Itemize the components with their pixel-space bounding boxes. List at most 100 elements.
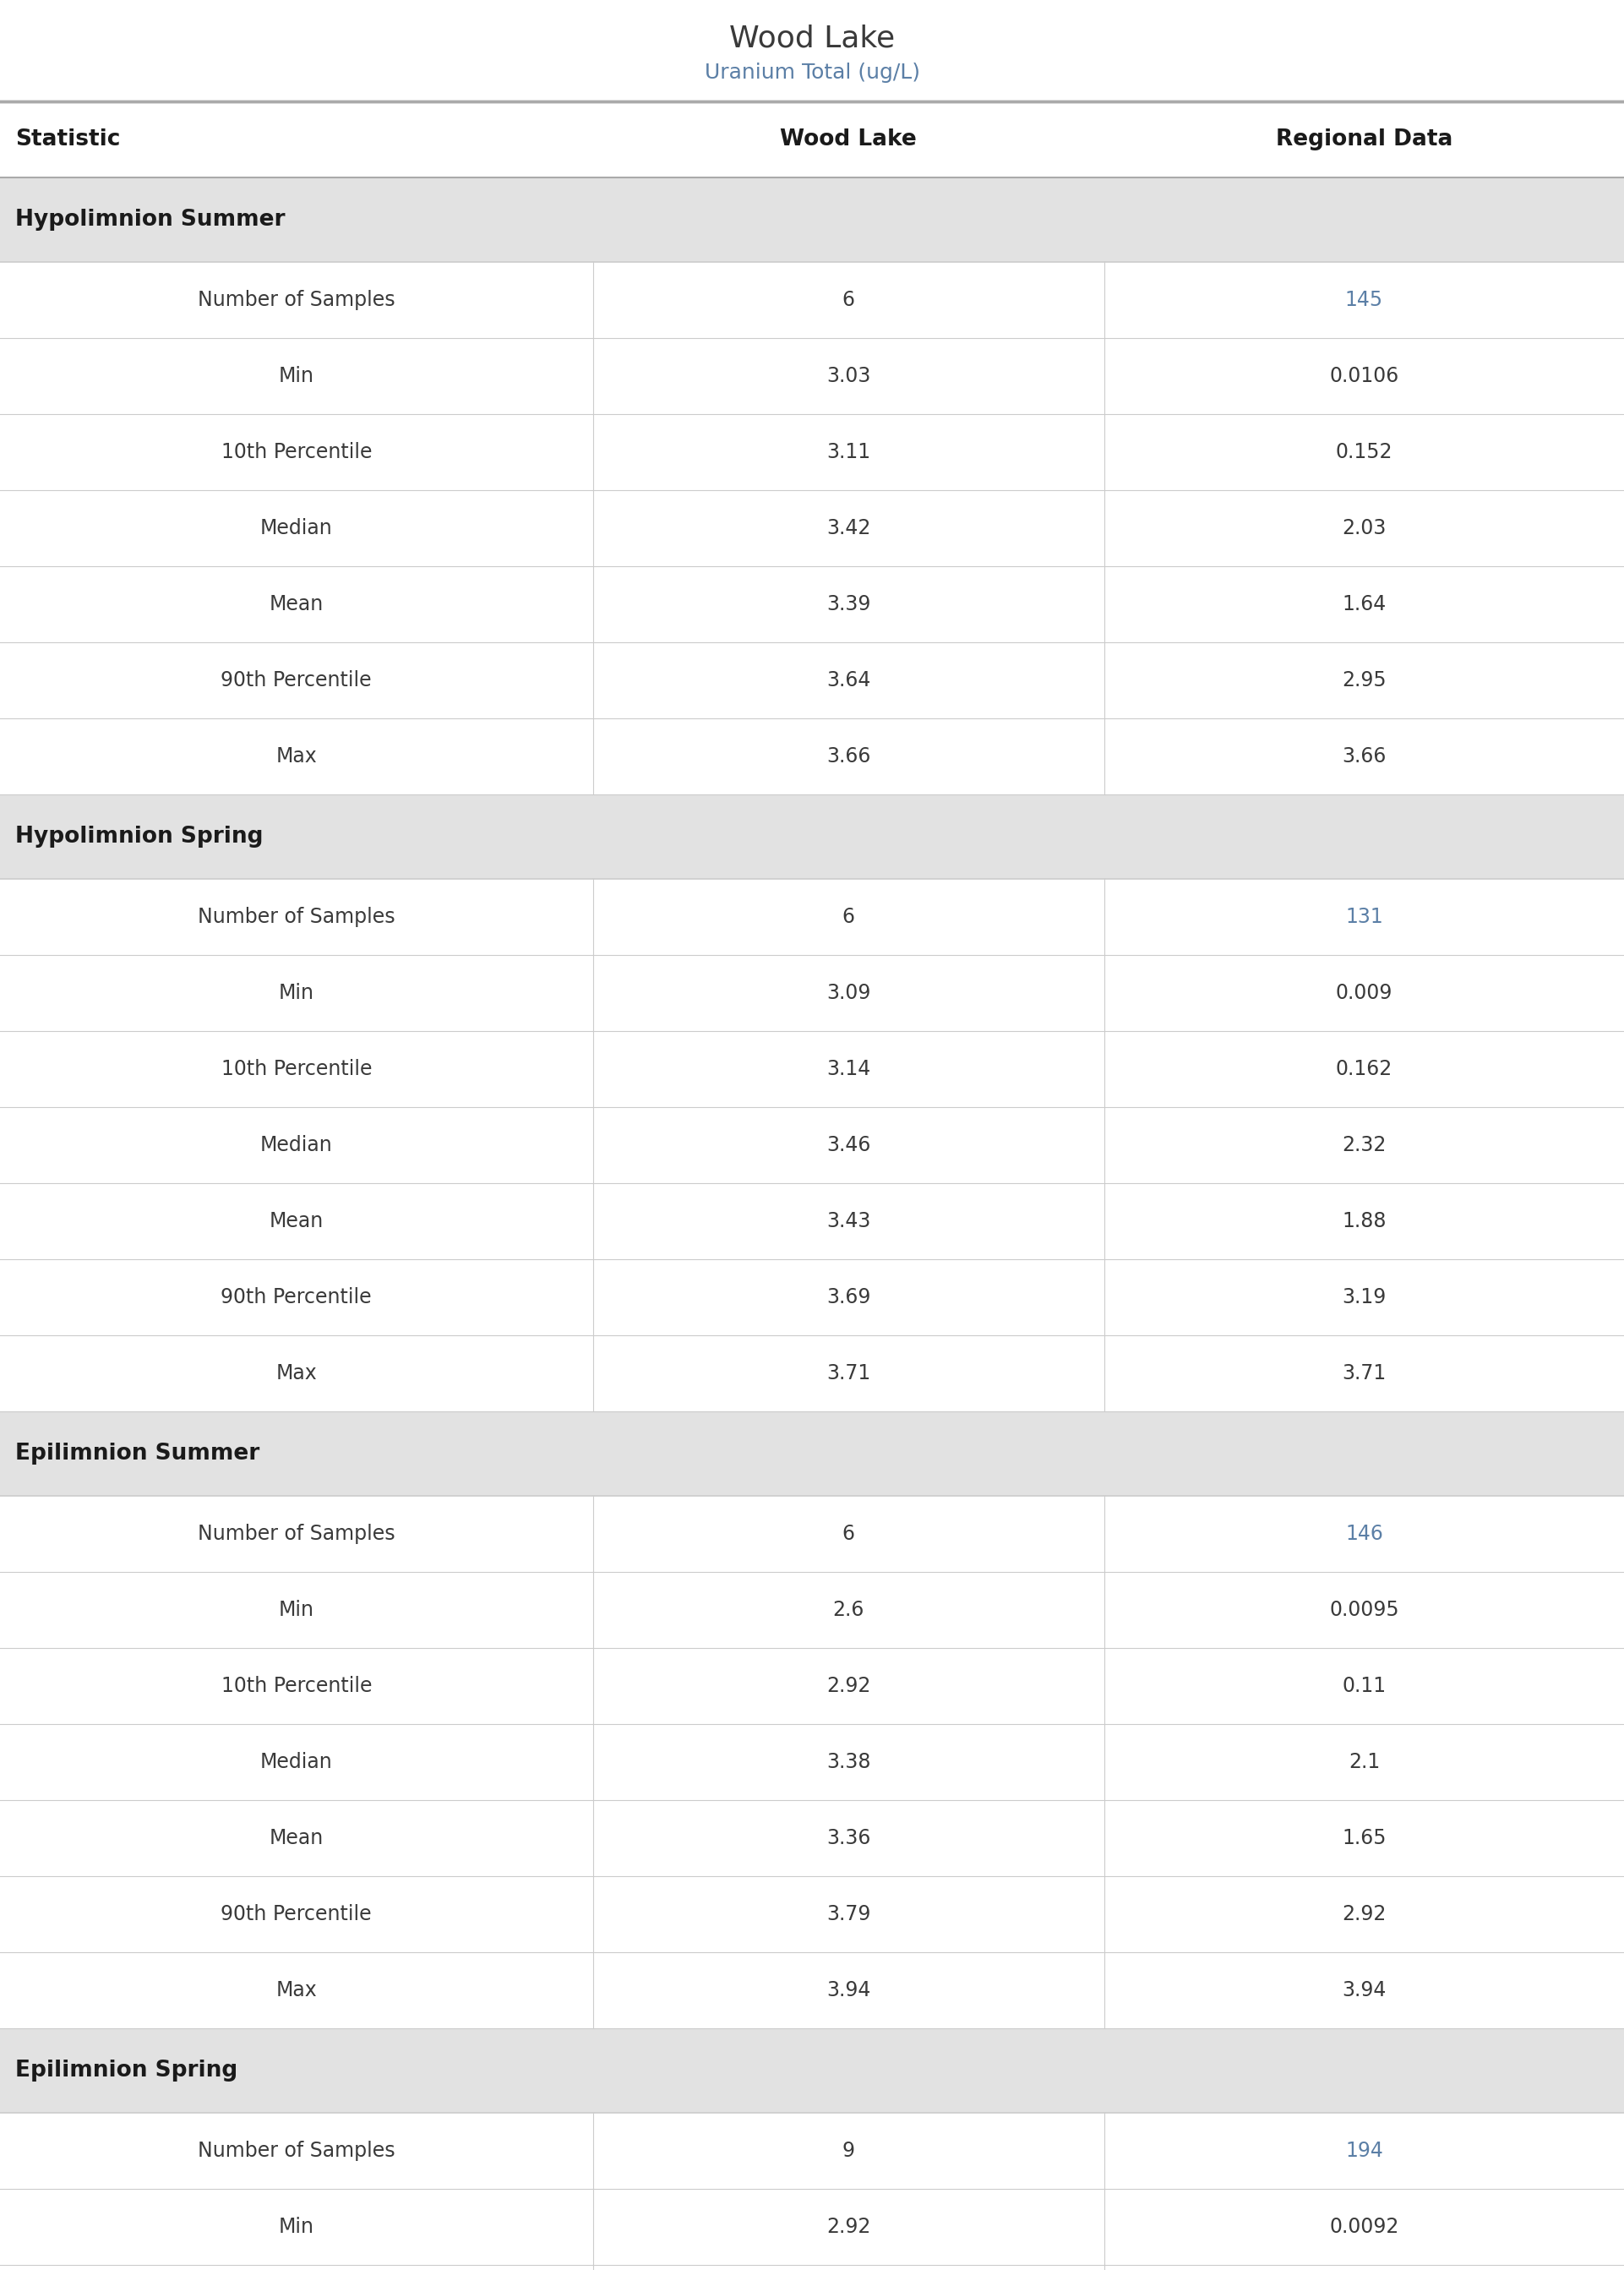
- Text: 2.32: 2.32: [1341, 1135, 1387, 1155]
- Bar: [0, 102, 1624, 177]
- Text: Mean: Mean: [270, 1827, 323, 1848]
- Text: 3.09: 3.09: [827, 983, 870, 1003]
- Text: Number of Samples: Number of Samples: [198, 291, 395, 311]
- Text: Uranium Total (ug/L): Uranium Total (ug/L): [705, 64, 919, 84]
- Text: Min: Min: [279, 1600, 313, 1621]
- Text: 3.64: 3.64: [827, 670, 870, 690]
- Text: 3.14: 3.14: [827, 1058, 870, 1078]
- Bar: [0, 1496, 1624, 1571]
- Bar: [0, 1877, 1624, 1952]
- Text: 90th Percentile: 90th Percentile: [221, 670, 372, 690]
- Text: 0.0092: 0.0092: [1330, 2218, 1398, 2236]
- Text: 145: 145: [1345, 291, 1384, 311]
- Text: 2.92: 2.92: [827, 1675, 870, 1696]
- Bar: [0, 2265, 1624, 2270]
- Bar: [0, 956, 1624, 1031]
- Bar: [0, 1952, 1624, 2029]
- Text: Median: Median: [260, 518, 333, 538]
- Text: 3.39: 3.39: [827, 595, 870, 615]
- Text: 2.95: 2.95: [1341, 670, 1387, 690]
- Text: Min: Min: [279, 2218, 313, 2236]
- Bar: [0, 2113, 1624, 2188]
- Text: 0.162: 0.162: [1337, 1058, 1392, 1078]
- Text: 90th Percentile: 90th Percentile: [221, 1905, 372, 1925]
- Bar: [0, 1648, 1624, 1723]
- Bar: [0, 1723, 1624, 1800]
- Text: 3.11: 3.11: [827, 443, 870, 463]
- Text: 0.11: 0.11: [1341, 1675, 1387, 1696]
- Bar: [0, 1260, 1624, 1335]
- Text: 10th Percentile: 10th Percentile: [221, 1058, 372, 1078]
- Text: 2.03: 2.03: [1341, 518, 1387, 538]
- Text: 0.152: 0.152: [1335, 443, 1393, 463]
- Text: 0.0095: 0.0095: [1330, 1600, 1398, 1621]
- Text: Min: Min: [279, 983, 313, 1003]
- Text: 1.65: 1.65: [1341, 1827, 1387, 1848]
- Text: 3.94: 3.94: [1341, 1979, 1387, 2000]
- Bar: [0, 177, 1624, 261]
- Text: 1.88: 1.88: [1341, 1212, 1387, 1230]
- Text: 3.36: 3.36: [827, 1827, 870, 1848]
- Text: 146: 146: [1345, 1523, 1384, 1544]
- Text: Number of Samples: Number of Samples: [198, 1523, 395, 1544]
- Bar: [0, 413, 1624, 490]
- Bar: [0, 2029, 1624, 2113]
- Text: 2.92: 2.92: [1341, 1905, 1387, 1925]
- Text: 131: 131: [1345, 906, 1384, 926]
- Bar: [0, 878, 1624, 956]
- Text: 6: 6: [843, 1523, 854, 1544]
- Text: 10th Percentile: 10th Percentile: [221, 443, 372, 463]
- Text: 3.66: 3.66: [827, 747, 870, 767]
- Text: Statistic: Statistic: [15, 129, 120, 150]
- Text: 3.71: 3.71: [1341, 1364, 1387, 1382]
- Text: Wood Lake: Wood Lake: [780, 129, 918, 150]
- Bar: [0, 565, 1624, 642]
- Text: 3.38: 3.38: [827, 1752, 870, 1773]
- Bar: [0, 1800, 1624, 1877]
- Text: 6: 6: [843, 291, 854, 311]
- Bar: [0, 1335, 1624, 1412]
- Text: 3.69: 3.69: [827, 1287, 870, 1308]
- Bar: [0, 338, 1624, 413]
- Bar: [0, 490, 1624, 565]
- Text: Max: Max: [276, 1979, 317, 2000]
- Text: 90th Percentile: 90th Percentile: [221, 1287, 372, 1308]
- Text: Min: Min: [279, 365, 313, 386]
- Text: Mean: Mean: [270, 1212, 323, 1230]
- Bar: [0, 717, 1624, 794]
- Text: 3.19: 3.19: [1341, 1287, 1387, 1308]
- Text: 194: 194: [1345, 2141, 1384, 2161]
- Text: 3.71: 3.71: [827, 1364, 870, 1382]
- Text: Median: Median: [260, 1752, 333, 1773]
- Text: 3.46: 3.46: [827, 1135, 870, 1155]
- Text: Hypolimnion Spring: Hypolimnion Spring: [15, 826, 263, 847]
- Text: 2.6: 2.6: [833, 1600, 864, 1621]
- Text: Max: Max: [276, 747, 317, 767]
- Bar: [0, 1108, 1624, 1183]
- Text: Epilimnion Spring: Epilimnion Spring: [15, 2059, 237, 2082]
- Bar: [0, 642, 1624, 717]
- Bar: [0, 2188, 1624, 2265]
- Bar: [0, 1412, 1624, 1496]
- Text: 3.79: 3.79: [827, 1905, 870, 1925]
- Text: 2.1: 2.1: [1348, 1752, 1380, 1773]
- Bar: [0, 1571, 1624, 1648]
- Text: Epilimnion Summer: Epilimnion Summer: [15, 1444, 260, 1464]
- Text: Number of Samples: Number of Samples: [198, 906, 395, 926]
- Text: 2.92: 2.92: [827, 2218, 870, 2236]
- Text: 9: 9: [843, 2141, 854, 2161]
- Bar: [0, 794, 1624, 878]
- Bar: [0, 1183, 1624, 1260]
- Text: Number of Samples: Number of Samples: [198, 2141, 395, 2161]
- Text: 0.009: 0.009: [1335, 983, 1393, 1003]
- Bar: [0, 1031, 1624, 1108]
- Text: Median: Median: [260, 1135, 333, 1155]
- Text: 3.03: 3.03: [827, 365, 870, 386]
- Text: 0.0106: 0.0106: [1330, 365, 1398, 386]
- Bar: [0, 261, 1624, 338]
- Text: 3.42: 3.42: [827, 518, 870, 538]
- Text: 1.64: 1.64: [1341, 595, 1387, 615]
- Text: Max: Max: [276, 1364, 317, 1382]
- Text: 3.43: 3.43: [827, 1212, 870, 1230]
- Text: 10th Percentile: 10th Percentile: [221, 1675, 372, 1696]
